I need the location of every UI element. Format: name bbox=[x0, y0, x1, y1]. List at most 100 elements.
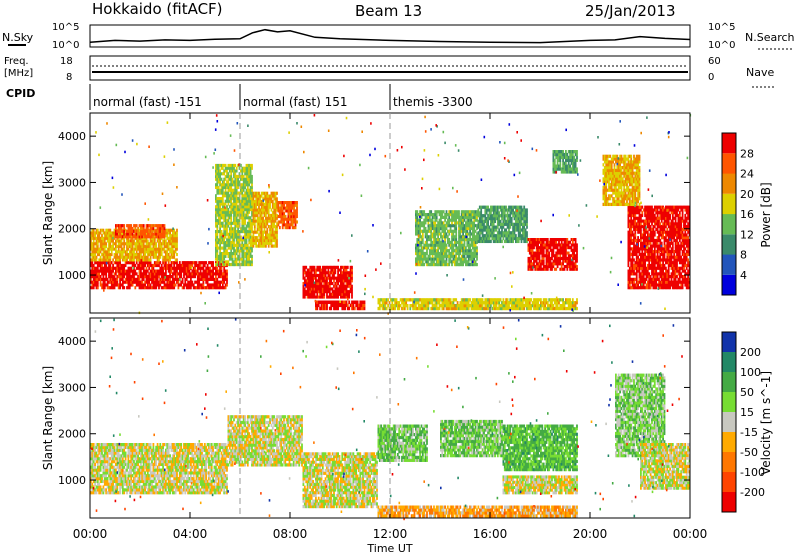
heatmap-cell bbox=[217, 202, 220, 206]
heatmap-cell bbox=[96, 275, 99, 279]
heatmap-cell bbox=[130, 253, 133, 257]
heatmap-cell bbox=[96, 247, 99, 251]
heatmap-cell bbox=[192, 283, 195, 287]
heatmap-cell bbox=[163, 239, 166, 243]
heatmap-cell bbox=[167, 277, 170, 281]
heatmap-cell bbox=[270, 197, 273, 201]
heatmap-cell bbox=[216, 260, 219, 264]
heatmap-cell bbox=[92, 247, 95, 251]
heatmap-cell bbox=[120, 244, 123, 248]
heatmap-cell bbox=[248, 166, 251, 170]
heatmap-cell bbox=[90, 261, 92, 265]
heatmap-cell bbox=[246, 210, 249, 214]
heatmap-cell bbox=[253, 200, 256, 204]
heatmap-cell bbox=[178, 263, 181, 268]
heatmap-cell bbox=[165, 234, 167, 238]
heatmap-cell bbox=[173, 269, 176, 273]
heatmap-cell bbox=[146, 229, 149, 233]
heatmap-cell bbox=[251, 197, 253, 201]
heatmap-cell bbox=[140, 275, 142, 279]
heatmap-cell bbox=[173, 239, 176, 243]
heatmap-cell bbox=[248, 197, 251, 201]
heatmap-cell bbox=[270, 194, 273, 198]
heatmap-cell bbox=[241, 194, 244, 198]
heatmap-cell bbox=[234, 174, 237, 179]
heatmap-cell bbox=[248, 260, 251, 264]
heatmap-cell bbox=[149, 275, 152, 279]
heatmap-cell bbox=[103, 244, 106, 248]
heatmap-cell bbox=[145, 272, 148, 276]
heatmap-cell bbox=[223, 269, 226, 273]
heatmap-cell bbox=[120, 247, 123, 251]
heatmap-cell bbox=[137, 239, 139, 243]
heatmap-cell bbox=[92, 244, 95, 248]
heatmap-cell bbox=[340, 268, 342, 272]
heatmap-cell bbox=[103, 280, 106, 284]
heatmap-cell bbox=[133, 269, 135, 273]
heatmap-cell bbox=[137, 263, 139, 268]
heatmap-cell bbox=[315, 271, 317, 275]
heatmap-cell bbox=[423, 224, 426, 228]
heatmap-cell bbox=[253, 211, 256, 215]
heatmap-cell bbox=[260, 200, 263, 204]
heatmap-cell bbox=[242, 210, 245, 214]
heatmap-cell bbox=[219, 249, 221, 253]
heatmap-cell bbox=[148, 275, 151, 279]
heatmap-cell bbox=[237, 183, 239, 187]
heatmap-cell bbox=[221, 252, 224, 256]
heatmap-cell bbox=[135, 239, 138, 243]
heatmap-cell bbox=[253, 230, 256, 234]
heatmap-cell bbox=[102, 242, 105, 246]
heatmap-cell bbox=[181, 266, 184, 270]
heatmap-cell bbox=[246, 249, 249, 253]
heatmap-cell bbox=[198, 261, 201, 265]
heatmap-cell bbox=[245, 202, 248, 206]
heatmap-cell bbox=[363, 306, 366, 311]
heatmap-cell bbox=[351, 271, 353, 275]
heatmap-cell bbox=[117, 239, 120, 243]
heatmap-cell bbox=[248, 163, 251, 168]
heatmap-cell bbox=[256, 236, 259, 240]
heatmap-cell bbox=[260, 191, 263, 195]
heatmap-cell bbox=[159, 229, 162, 233]
heatmap-cell bbox=[106, 250, 109, 254]
heatmap-cell bbox=[499, 219, 502, 224]
heatmap-cell bbox=[135, 232, 138, 236]
heatmap-cell bbox=[126, 244, 128, 248]
heatmap-cell bbox=[226, 260, 228, 264]
heatmap-cell bbox=[283, 212, 286, 216]
heatmap-cell bbox=[163, 286, 166, 290]
heatmap-cell bbox=[173, 277, 176, 281]
heatmap-cell bbox=[233, 263, 235, 267]
heatmap-cell bbox=[113, 261, 116, 265]
heatmap-cell bbox=[170, 244, 173, 248]
heatmap-cell bbox=[234, 185, 237, 190]
heatmap-cell bbox=[181, 280, 184, 284]
heatmap-cell bbox=[146, 286, 149, 290]
heatmap-cell bbox=[127, 235, 130, 239]
heatmap-cell bbox=[249, 216, 252, 220]
heatmap-cell bbox=[244, 197, 246, 201]
heatmap-cell bbox=[199, 283, 202, 287]
heatmap-cell bbox=[121, 283, 124, 287]
heatmap-cell bbox=[171, 255, 174, 259]
heatmap-cell bbox=[270, 219, 273, 223]
heatmap-cell bbox=[117, 286, 120, 290]
heatmap-cell bbox=[113, 242, 116, 246]
heatmap-cell bbox=[252, 230, 255, 234]
heatmap-cell bbox=[334, 271, 337, 275]
heatmap-cell bbox=[149, 226, 152, 231]
heatmap-cell bbox=[96, 286, 99, 290]
heatmap-cell bbox=[219, 230, 221, 234]
heatmap-cell bbox=[99, 280, 102, 284]
heatmap-cell bbox=[95, 255, 98, 259]
heatmap-cell bbox=[216, 219, 219, 223]
heatmap-cell bbox=[213, 272, 216, 276]
heatmap-cell bbox=[251, 174, 253, 179]
heatmap-cell bbox=[296, 206, 298, 210]
heatmap-cell bbox=[184, 261, 187, 265]
heatmap-cell bbox=[123, 244, 126, 248]
heatmap-cell bbox=[223, 183, 226, 187]
heatmap-cell bbox=[230, 249, 233, 253]
heatmap-cell bbox=[563, 304, 566, 308]
